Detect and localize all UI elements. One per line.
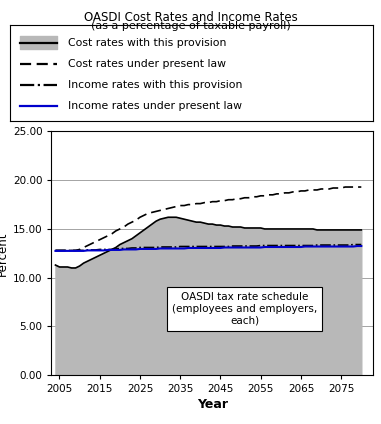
Text: Cost rates with this provision: Cost rates with this provision (68, 38, 226, 47)
Text: OASDI Cost Rates and Income Rates: OASDI Cost Rates and Income Rates (83, 11, 298, 24)
Y-axis label: Percent: Percent (0, 231, 9, 276)
X-axis label: Year: Year (197, 399, 228, 411)
Text: (as a percentage of taxable payroll): (as a percentage of taxable payroll) (91, 21, 290, 31)
Text: Income rates with this provision: Income rates with this provision (68, 80, 242, 89)
Text: Cost rates under present law: Cost rates under present law (68, 59, 226, 69)
Text: OASDI tax rate schedule
(employees and employers,
each): OASDI tax rate schedule (employees and e… (172, 292, 317, 326)
Text: Income rates under present law: Income rates under present law (68, 100, 242, 111)
